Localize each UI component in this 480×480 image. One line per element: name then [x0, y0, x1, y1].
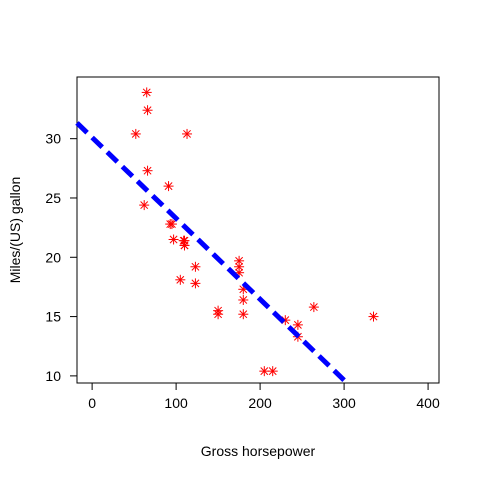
data-point-stroke — [239, 310, 248, 319]
data-point-stroke — [214, 310, 223, 319]
data-point-stroke — [369, 312, 378, 321]
data-point-stroke — [235, 256, 244, 265]
data-point — [163, 181, 174, 192]
data-point-stroke — [260, 367, 269, 376]
x-axis-title: Gross horsepower — [201, 443, 316, 459]
data-point — [168, 234, 179, 245]
data-point — [308, 302, 319, 313]
data-point-stroke — [191, 262, 200, 271]
data-point-stroke — [140, 201, 149, 210]
data-point-stroke — [183, 129, 191, 138]
y-axis-title: Miles/(US) gallon — [7, 177, 23, 284]
data-point — [238, 309, 249, 320]
data-point — [190, 261, 201, 272]
data-point — [130, 128, 141, 139]
x-tick-label: 400 — [416, 395, 440, 411]
data-point — [234, 255, 245, 266]
y-tick-label: 20 — [45, 249, 61, 265]
data-point-stroke — [169, 235, 178, 244]
data-point-stroke — [179, 236, 188, 245]
y-tick-label: 25 — [45, 190, 61, 206]
data-point — [166, 219, 177, 230]
regression-line-group — [75, 121, 346, 382]
data-point — [142, 105, 153, 116]
data-point — [175, 274, 186, 285]
data-point — [139, 200, 150, 211]
plot-frame — [76, 76, 440, 384]
y-axis: 10 15 20 25 30 — [45, 131, 78, 384]
data-point — [368, 311, 379, 322]
data-points — [130, 87, 379, 377]
data-point — [213, 309, 224, 320]
data-point-stroke — [293, 320, 302, 329]
x-tick-label: 0 — [88, 395, 96, 411]
regression-line — [75, 121, 346, 382]
data-point — [182, 128, 193, 139]
data-point-stroke — [142, 88, 151, 97]
data-point — [142, 165, 153, 176]
x-tick-label: 200 — [248, 395, 272, 411]
x-tick-label: 300 — [332, 395, 356, 411]
x-axis: 0 100 200 300 400 — [88, 382, 440, 411]
data-point-stroke — [131, 129, 140, 138]
data-point — [190, 278, 201, 289]
data-point-stroke — [143, 166, 152, 175]
data-point-stroke — [143, 106, 152, 115]
data-point — [238, 294, 249, 305]
data-point-stroke — [309, 303, 318, 312]
data-point-stroke — [191, 279, 200, 288]
data-point-stroke — [176, 275, 185, 284]
data-point-stroke — [268, 367, 277, 376]
data-point — [292, 319, 303, 330]
data-point — [178, 235, 189, 246]
data-point-stroke — [239, 296, 248, 304]
y-tick-label: 15 — [45, 309, 61, 325]
data-point-stroke — [235, 262, 244, 271]
data-point-stroke — [167, 220, 176, 229]
y-tick-label: 10 — [45, 368, 61, 384]
y-tick-label: 30 — [45, 131, 61, 147]
data-point-stroke — [164, 182, 173, 191]
x-tick-label: 100 — [164, 395, 188, 411]
data-point — [259, 366, 270, 377]
data-point — [234, 261, 245, 272]
data-point — [141, 87, 152, 98]
data-point — [267, 366, 278, 377]
